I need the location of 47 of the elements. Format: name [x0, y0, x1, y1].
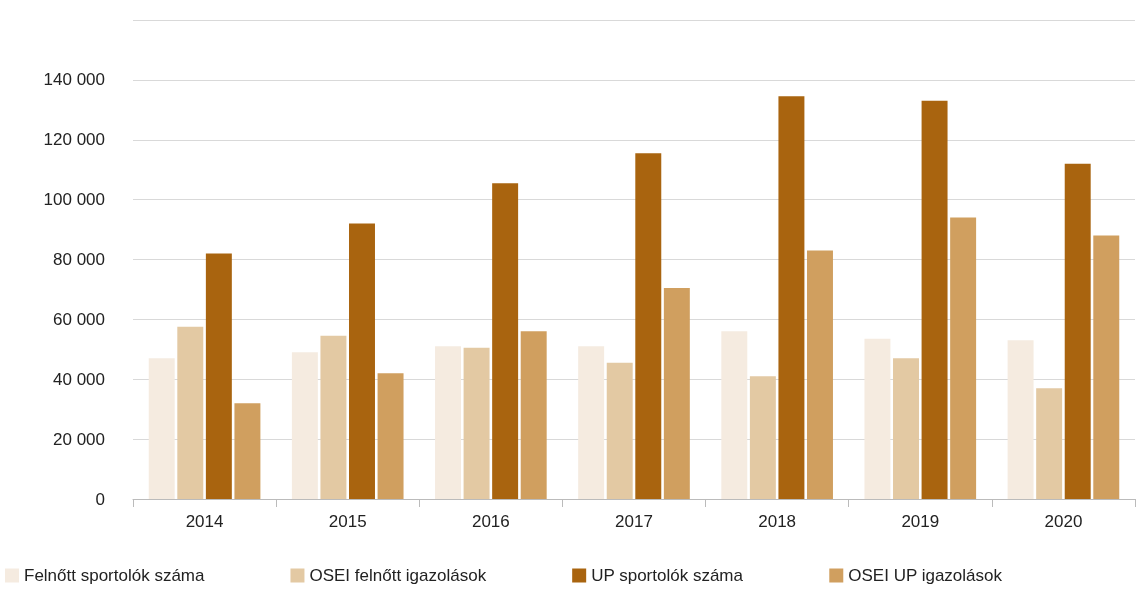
y-tick-label: 140 000 — [43, 70, 105, 90]
y-tick-label: 80 000 — [53, 250, 105, 269]
legend-label: OSEI UP igazolások — [848, 566, 1003, 585]
bar — [177, 326, 204, 499]
bar — [807, 250, 833, 499]
y-tick-label: 40 000 — [53, 369, 105, 389]
legend-label: OSEI felnőtt igazolások — [309, 566, 487, 585]
bar — [635, 153, 662, 499]
y-tick-label: 20 000 — [53, 429, 105, 449]
bar — [291, 352, 318, 499]
bar — [463, 347, 490, 499]
x-tick-label: 2015 — [328, 512, 367, 531]
y-tick-label: 120 000 — [43, 130, 105, 150]
y-tick-label: 0 — [95, 489, 105, 509]
y-tick-label: 60 000 — [53, 309, 105, 329]
bar — [349, 223, 375, 499]
bar — [1064, 163, 1091, 499]
bar — [1036, 388, 1063, 499]
bar — [148, 358, 175, 499]
y-tick-label: 100 000 — [43, 190, 105, 210]
x-tick-label: 2017 — [615, 512, 653, 531]
bar — [435, 346, 461, 499]
legend-label: Felnőtt sportolók száma — [24, 566, 206, 585]
bar — [663, 287, 690, 499]
bar — [320, 335, 347, 499]
bar — [492, 183, 519, 499]
bar — [234, 403, 261, 499]
bar — [749, 376, 776, 499]
bar — [778, 96, 805, 499]
bar — [606, 362, 633, 499]
bar — [864, 338, 891, 499]
x-tick-label: 2018 — [758, 512, 797, 531]
bar — [520, 331, 547, 499]
x-tick-label: 2014 — [185, 512, 224, 531]
bar — [377, 373, 404, 499]
x-tick-label: 2016 — [471, 512, 510, 531]
bar — [921, 100, 948, 499]
x-tick-label: 2020 — [1044, 512, 1083, 531]
bar — [950, 217, 977, 499]
bar — [578, 346, 605, 499]
legend-label: UP sportolók száma — [591, 566, 744, 585]
bar — [721, 331, 748, 499]
bar — [893, 358, 919, 499]
bar — [205, 253, 232, 499]
bar — [1093, 235, 1120, 499]
bar — [1007, 340, 1034, 499]
x-tick-label: 2019 — [901, 512, 940, 531]
